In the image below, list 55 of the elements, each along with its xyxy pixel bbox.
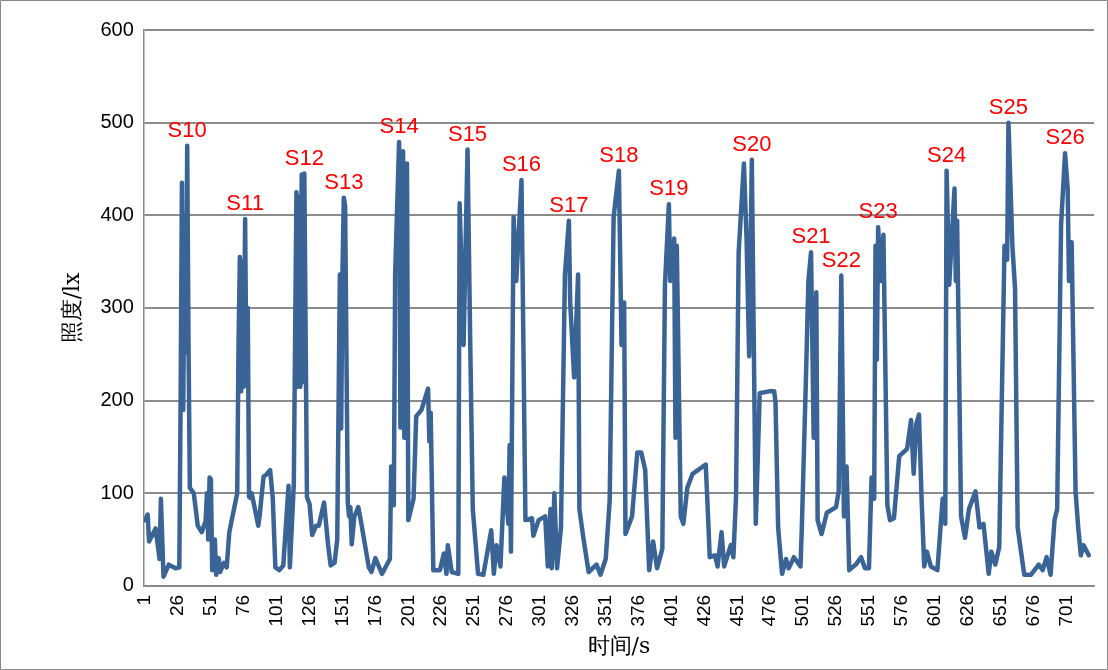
x-tick-label: 226 [429, 594, 451, 627]
y-tick-label: 300 [100, 295, 134, 318]
x-tick-label: 276 [495, 594, 517, 627]
x-tick-label: 626 [955, 594, 977, 627]
x-tick-label: 101 [264, 594, 286, 627]
annotation: S12 [284, 144, 324, 170]
x-tick-label: 551 [857, 594, 879, 627]
annotation: S11 [226, 190, 264, 216]
x-tick-label: 76 [232, 594, 254, 617]
x-tick-label: 251 [462, 594, 484, 627]
x-tick-label: 501 [791, 594, 813, 627]
x-tick-label: 376 [626, 594, 648, 627]
y-tick-label: 0 [122, 573, 134, 596]
y-tick-label: 600 [100, 17, 134, 40]
annotation: S25 [988, 93, 1029, 119]
x-tick-label: 476 [758, 594, 780, 627]
annotation: S20 [732, 130, 772, 156]
x-tick-label: 451 [725, 594, 747, 627]
y-axis-title: 照度/lx [58, 271, 84, 344]
x-tick-label: 151 [330, 594, 352, 627]
x-tick-label: 176 [363, 594, 385, 627]
x-tick-label: 701 [1054, 594, 1076, 627]
x-tick-label: 526 [824, 594, 846, 627]
x-tick-label: 201 [396, 594, 418, 627]
y-tick-label: 100 [100, 480, 134, 503]
x-tick-label: 1 [133, 594, 155, 606]
x-tick-label: 351 [593, 594, 615, 627]
y-tick-label: 400 [100, 202, 134, 225]
x-tick-label: 26 [166, 594, 188, 617]
x-tick-label: 601 [922, 594, 944, 627]
annotation: S15 [447, 120, 488, 146]
annotation: S19 [649, 175, 689, 201]
x-tick-label: 426 [692, 594, 714, 627]
annotation: S17 [549, 191, 589, 217]
annotation: S14 [379, 113, 419, 139]
y-tick-label: 500 [100, 110, 134, 133]
x-axis-title: 时间/s [587, 632, 651, 658]
annotation: S21 [791, 223, 831, 249]
annotation: S18 [599, 141, 639, 167]
annotation: S23 [858, 198, 898, 224]
annotation: S24 [927, 141, 967, 167]
x-tick-label: 126 [297, 594, 319, 627]
x-tick-label: 576 [890, 594, 912, 627]
x-tick-label: 326 [561, 594, 583, 627]
annotation: S16 [501, 151, 542, 177]
x-tick-label: 676 [1021, 594, 1043, 627]
annotation: S10 [167, 116, 207, 142]
x-tick-label: 51 [199, 594, 221, 617]
x-tick-label: 301 [528, 594, 550, 627]
annotation: S13 [324, 168, 364, 194]
annotation: S26 [1045, 124, 1085, 150]
annotation: S22 [821, 246, 861, 272]
x-tick-label: 401 [659, 594, 681, 627]
x-tick-label: 651 [988, 594, 1010, 627]
y-tick-label: 200 [100, 388, 134, 411]
